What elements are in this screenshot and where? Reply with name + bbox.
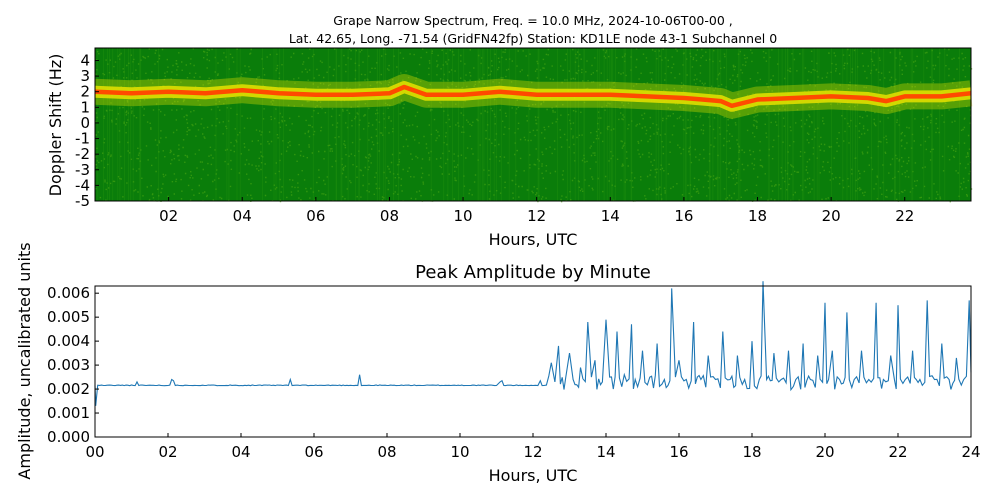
spectrogram-x-tick-label: 14 [601,207,620,225]
figure-title-line-1: Grape Narrow Spectrum, Freq. = 10.0 MHz,… [333,13,732,28]
spectrogram-x-axis-label: Hours, UTC [489,230,578,249]
spectrogram-x-tick-label: 10 [454,207,473,225]
figure-title-line-2: Lat. 42.65, Long. -71.54 (GridFN42fp) St… [289,31,777,46]
amplitude-x-tick-label: 04 [231,443,250,461]
amplitude-y-ticks: 0.000 0.001 0.002 0.003 0.004 0.005 0.006 [47,284,99,446]
amplitude-x-tick-label: 24 [961,443,980,461]
spectrogram-x-tick-label: 16 [674,207,693,225]
spectrogram-x-tick-label: 18 [748,207,767,225]
amplitude-x-tick-label: 00 [85,443,104,461]
spectrogram-x-tick-label: 12 [527,207,546,225]
spectrogram-y-tick-label: -1 [75,130,90,148]
amplitude-chart: Peak Amplitude by Minute 00 02 04 06 08 10 12 1… [15,242,981,485]
amplitude-x-axis-label: Hours, UTC [489,466,578,485]
spectrogram-x-tick-label: 20 [822,207,841,225]
amplitude-x-tick-label: 08 [377,443,396,461]
spectrogram-y-tick-label: 1 [80,98,90,116]
spectrogram-x-tick-label: 04 [233,207,252,225]
spectrogram-y-tick-label: -2 [75,145,90,163]
spectrogram-y-tick-label: 0 [80,114,90,132]
amplitude-chart-title: Peak Amplitude by Minute [415,262,651,283]
amplitude-x-tick-label: 12 [523,443,542,461]
amplitude-x-tick-label: 22 [888,443,907,461]
spectrogram-y-tick-label: -5 [75,192,90,210]
amplitude-x-tick-label: 18 [742,443,761,461]
spectrogram-noise [95,48,973,203]
amplitude-y-tick-label: 0.004 [47,332,90,350]
spectrogram-x-tick-label: 02 [159,207,178,225]
spectrogram-x-tick-label: 22 [895,207,914,225]
spectrogram-y-tick-label: -4 [75,176,90,194]
amplitude-x-ticks: 00 02 04 06 08 10 12 14 16 18 20 22 24 [85,433,981,461]
amplitude-plot-area [95,286,971,437]
amplitude-x-tick-label: 16 [669,443,688,461]
amplitude-series-line [94,281,972,406]
amplitude-y-tick-label: 0.003 [47,356,90,374]
spectrogram-x-tick-label: 06 [306,207,325,225]
spectrogram-y-tick-label: 2 [80,83,90,101]
amplitude-y-tick-label: 0.002 [47,380,90,398]
spectrogram-y-tick-label: -3 [75,161,90,179]
band-core [94,84,972,109]
amplitude-y-tick-label: 0.005 [47,308,90,326]
spectrogram-y-tick-label: 4 [80,51,90,69]
amplitude-y-axis-label: Amplitude, uncalibrated units [15,242,34,479]
spectrogram-frame [94,47,972,202]
spectrogram-y-tick-label: 3 [80,67,90,85]
spectrogram-plot-area [94,48,973,203]
amplitude-y-tick-label: 0.000 [47,428,90,446]
spectrogram-x-ticks: 02 04 06 08 10 12 14 16 18 20 22 [159,197,914,225]
spectrogram-streaks [96,48,960,201]
amplitude-x-tick-label: 14 [596,443,615,461]
amplitude-x-tick-label: 10 [450,443,469,461]
spectrogram-x-tick-label: 08 [380,207,399,225]
amplitude-x-tick-label: 02 [158,443,177,461]
spectrogram-background [95,48,971,201]
amplitude-y-tick-label: 0.006 [47,284,90,302]
amplitude-x-tick-label: 06 [304,443,323,461]
amplitude-x-tick-label: 20 [815,443,834,461]
spectrogram-y-axis-label: Doppler Shift (Hz) [46,54,65,197]
amplitude-y-tick-label: 0.001 [47,404,90,422]
